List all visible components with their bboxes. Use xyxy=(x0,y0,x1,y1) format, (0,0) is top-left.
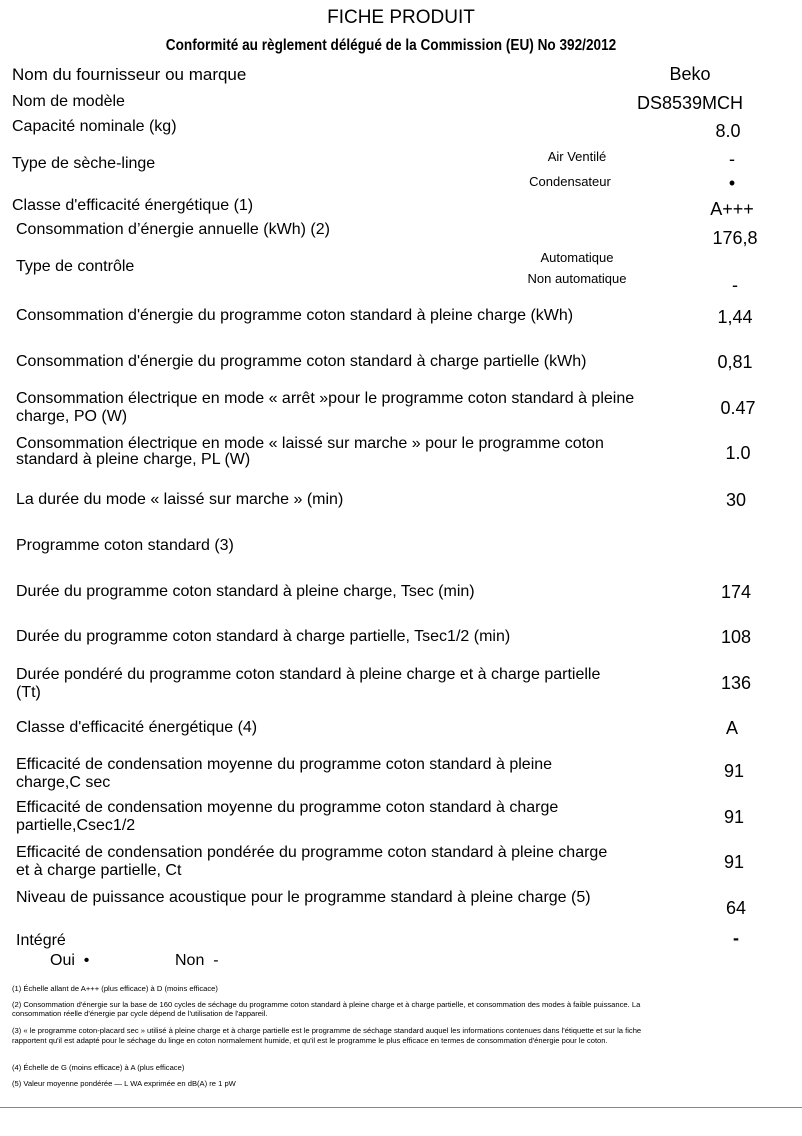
footnote-1: (1) Échelle allant de A+++ (plus efficac… xyxy=(12,984,218,993)
left-on-power-label: Consommation électrique en mode « laissé… xyxy=(16,435,604,468)
condensation-weighted-value: 91 xyxy=(723,852,745,872)
built-in-value: - xyxy=(733,928,739,948)
dryer-type-option-condenser: Condensateur xyxy=(529,174,611,189)
control-option-non-auto: Non automatique xyxy=(527,271,627,286)
dryer-type-air-value: - xyxy=(729,149,735,169)
condensation-class-value: A xyxy=(725,718,738,738)
supplier-value: Beko xyxy=(669,64,711,84)
noise-label: Niveau de puissance acoustique pour le p… xyxy=(16,889,591,906)
supplier-label: Nom du fournisseur ou marque xyxy=(12,65,247,84)
left-on-duration-value: 30 xyxy=(725,490,747,510)
capacity-label: Capacité nominale (kg) xyxy=(12,118,177,135)
footnote-5: (5) Valeur moyenne pondérée — L WA expri… xyxy=(12,1079,236,1088)
energy-class-value: A+++ xyxy=(710,199,754,219)
condensation-partial-value: 91 xyxy=(723,807,745,827)
annual-consumption-value: 176,8 xyxy=(712,228,758,248)
energy-full-value: 1,44 xyxy=(717,307,753,327)
energy-partial-label: Consommation d'énergie du programme coto… xyxy=(16,353,587,370)
annual-consumption-label: Consommation d’énergie annuelle (kWh) (2… xyxy=(16,221,330,238)
duration-full-value: 174 xyxy=(720,582,752,602)
built-in-label: Intégré xyxy=(16,932,66,949)
energy-class-label: Classe d'efficacité énergétique (1) xyxy=(12,197,254,214)
bottom-divider xyxy=(0,1107,802,1108)
noise-value: 64 xyxy=(725,898,747,918)
off-mode-label: Consommation électrique en mode « arrêt … xyxy=(16,390,635,425)
duration-weighted-value: 136 xyxy=(720,673,752,693)
standard-programme-label: Programme coton standard (3) xyxy=(16,537,234,554)
model-label: Nom de modèle xyxy=(12,93,125,110)
condensation-partial-label: Efficacité de condensation moyenne du pr… xyxy=(16,799,559,834)
duration-partial-value: 108 xyxy=(720,627,752,647)
control-non-auto-value: - xyxy=(732,275,738,295)
dryer-type-option-air: Air Ventilé xyxy=(547,149,607,164)
duration-weighted-label: Durée pondéré du programme coton standar… xyxy=(16,666,601,701)
page-title: FICHE PRODUIT xyxy=(327,7,475,28)
left-on-duration-label: La durée du mode « laissé sur marche » (… xyxy=(16,491,344,508)
footnote-3: (3) « le programme coton-placard sec » u… xyxy=(12,1026,642,1045)
control-type-label: Type de contrôle xyxy=(16,258,135,275)
control-option-auto: Automatique xyxy=(540,250,614,265)
page-subtitle: Conformité au règlement délégué de la Co… xyxy=(165,37,617,54)
built-in-yes: Oui • xyxy=(50,952,90,969)
capacity-value: 8.0 xyxy=(715,121,741,141)
condensation-class-label: Classe d'efficacité énergétique (4) xyxy=(16,719,258,736)
footnote-2: (2) Consommation d'énergie sur la base d… xyxy=(12,1000,641,1018)
condensation-weighted-label: Efficacité de condensation pondérée du p… xyxy=(16,844,608,879)
dryer-type-condenser-value: • xyxy=(728,173,736,193)
condensation-full-label: Efficacité de condensation moyenne du pr… xyxy=(16,756,553,791)
dryer-type-label: Type de sèche-linge xyxy=(12,155,156,172)
off-mode-value: 0.47 xyxy=(720,398,756,418)
duration-full-label: Durée du programme coton standard à plei… xyxy=(16,583,475,600)
built-in-no: Non - xyxy=(175,952,219,969)
model-value: DS8539MCH xyxy=(636,93,744,113)
duration-partial-label: Durée du programme coton standard à char… xyxy=(16,628,511,645)
condensation-full-value: 91 xyxy=(723,761,745,781)
energy-full-label: Consommation d'énergie du programme coto… xyxy=(16,307,574,324)
footnote-4: (4) Échelle de G (moins efficace) à A (p… xyxy=(12,1063,185,1072)
left-on-power-value: 1.0 xyxy=(725,443,751,463)
energy-partial-value: 0,81 xyxy=(717,352,753,372)
